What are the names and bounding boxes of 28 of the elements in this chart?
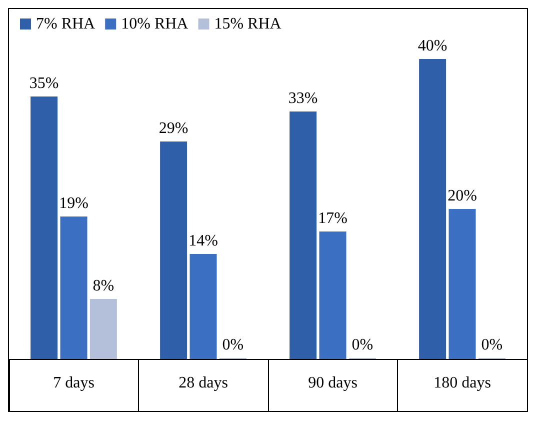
data-label: 40% <box>418 38 448 54</box>
data-label: 20% <box>448 188 477 204</box>
x-tick-label: 180 days <box>434 374 491 392</box>
bar <box>30 96 58 359</box>
bar <box>60 216 88 359</box>
data-label: 0% <box>352 336 374 354</box>
x-tick-label: 90 days <box>308 374 358 392</box>
data-label: 29% <box>158 120 188 137</box>
bar <box>448 209 476 359</box>
legend-label: 10% RHA <box>121 16 189 32</box>
x-tick-label: 7 days <box>53 374 94 392</box>
data-label: 17% <box>318 210 348 227</box>
data-label: 19% <box>59 195 88 212</box>
bar <box>290 112 317 359</box>
data-label: 8% <box>92 278 114 294</box>
bar <box>419 59 446 359</box>
data-label: 0% <box>222 336 244 354</box>
bar <box>190 254 217 359</box>
data-label: 33% <box>288 90 318 107</box>
bar <box>319 232 346 359</box>
bar <box>160 142 188 359</box>
data-label: 35% <box>29 75 59 92</box>
data-label: 14% <box>188 232 218 250</box>
legend-label: 7% RHA <box>36 16 96 32</box>
legend-label: 15% RHA <box>214 16 282 32</box>
data-label: 0% <box>481 336 503 354</box>
x-tick-label: 28 days <box>178 374 228 392</box>
bar <box>90 299 117 359</box>
